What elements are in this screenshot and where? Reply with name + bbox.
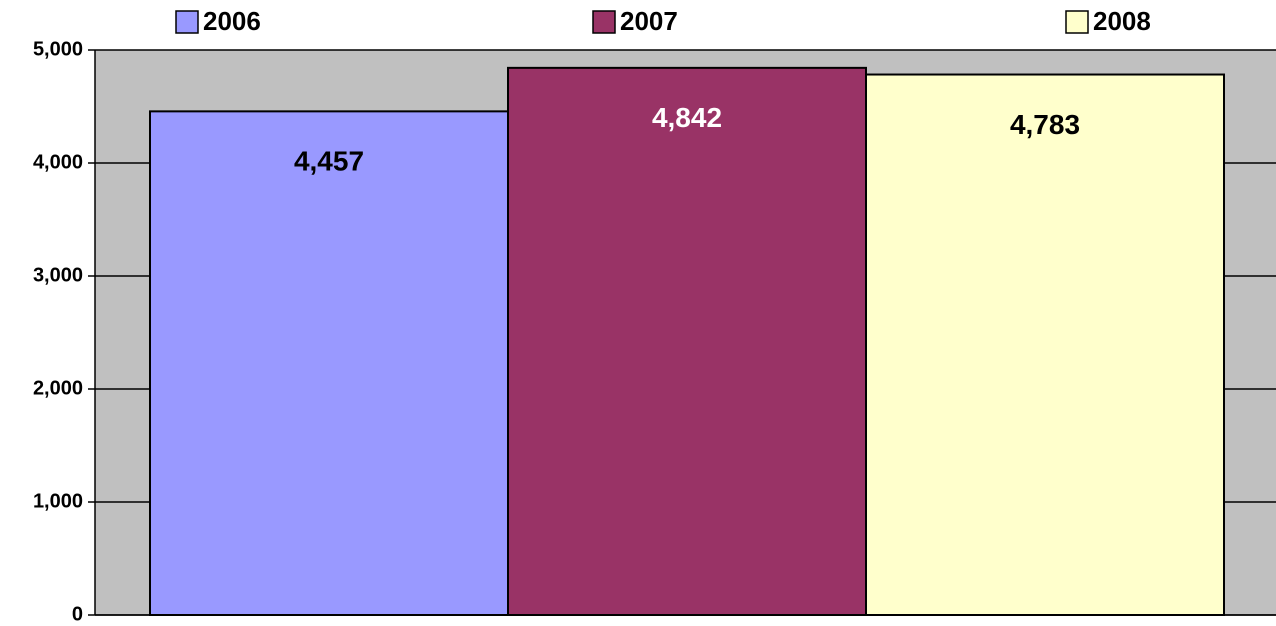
value-label: 4,457 — [294, 146, 364, 177]
value-label: 4,842 — [652, 102, 722, 133]
y-tick-label: 0 — [72, 603, 83, 625]
bar — [865, 73, 1225, 616]
y-tick-label: 5,000 — [33, 38, 83, 60]
legend-swatch — [175, 10, 199, 34]
y-tick-label: 1,000 — [33, 490, 83, 512]
bar — [507, 66, 867, 616]
value-label: 4,783 — [1010, 109, 1080, 140]
legend-swatch — [1065, 10, 1089, 34]
y-tick-label: 4,000 — [33, 151, 83, 173]
legend-label: 2006 — [203, 6, 261, 36]
y-tick-label: 2,000 — [33, 377, 83, 399]
legend-label: 2007 — [620, 6, 678, 36]
legend-label: 2008 — [1093, 6, 1151, 36]
legend-swatch — [592, 10, 616, 34]
bar — [149, 110, 509, 616]
y-tick-label: 3,000 — [33, 264, 83, 286]
